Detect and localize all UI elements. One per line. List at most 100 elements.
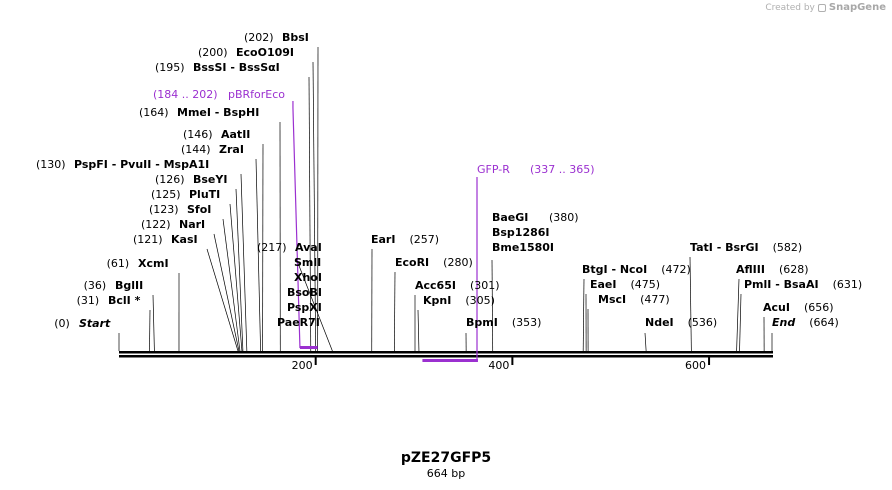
site-name: PmlI - BsaAI — [744, 278, 819, 291]
site-position: (353) — [512, 316, 542, 329]
site-name-stacked: SmlI — [294, 256, 321, 269]
site-leader-28 — [736, 278, 740, 352]
site-label[interactable]: AvaI (217) SmlI XhoI BsoBI PspXI PaeR7I — [257, 241, 322, 329]
site-position: (130) — [36, 158, 66, 171]
site-leader-18 — [394, 271, 396, 352]
site-position: (582) — [773, 241, 803, 254]
site-leader-lines — [118, 46, 773, 352]
site-label[interactable]: AcuI (656) — [763, 301, 834, 314]
feature-pbrforeco[interactable]: (184 .. 202) pBRforEco — [153, 88, 318, 349]
site-name: PspFI - PvuII - MspA1I — [74, 158, 209, 171]
site-leader-2 — [152, 294, 155, 352]
site-name: KasI — [171, 233, 198, 246]
feature-gfp-r[interactable]: GFP-R (337 .. 365) — [422, 163, 595, 362]
site-position: (0) — [54, 317, 70, 330]
site-label[interactable]: EarI (257) — [371, 233, 439, 246]
site-label[interactable]: MscI (477) — [598, 293, 670, 306]
site-name: BseYI — [193, 173, 227, 186]
site-name: TatI - BsrGI — [690, 241, 759, 254]
site-labels: Start(0)BclI *(31)BglII(36)XcmI(61)KasI(… — [36, 31, 862, 330]
feature-range: (184 .. 202) — [153, 88, 218, 101]
site-name: BtgI - NcoI — [582, 263, 647, 276]
site-name-stacked: PspXI — [287, 301, 322, 314]
site-label[interactable]: AatII (146) — [183, 128, 250, 141]
site-position: (122) — [141, 218, 171, 231]
site-leader-20 — [417, 309, 420, 352]
site-label[interactable]: BseYI (126) — [155, 173, 227, 186]
site-label[interactable]: End (664) — [772, 316, 839, 329]
site-name: EarI — [371, 233, 395, 246]
site-name: EcoO109I — [236, 46, 294, 59]
site-label[interactable]: PspFI - PvuII - MspA1I (130) — [36, 158, 209, 171]
site-name: AatII — [221, 128, 250, 141]
site-position: (664) — [809, 316, 839, 329]
site-label[interactable]: Start (0) — [54, 317, 111, 330]
site-name: XcmI — [138, 257, 169, 270]
site-name-stacked: Bme1580I — [492, 241, 554, 254]
site-label[interactable]: BaeGI (380) Bsp1286I Bme1580I — [492, 211, 579, 254]
scale-ticks: 200 400 600 — [292, 355, 711, 372]
site-leader-10 — [255, 158, 261, 352]
site-label[interactable]: KpnI (305) — [423, 294, 495, 307]
site-label[interactable]: BpmI (353) — [466, 316, 541, 329]
backbone-bottom-strand — [119, 355, 773, 358]
site-name: NarI — [179, 218, 205, 231]
site-name: PluTI — [189, 188, 220, 201]
site-name: BclI * — [108, 294, 141, 307]
site-label[interactable]: BclI * (31) — [77, 294, 141, 307]
feature-annotations: (184 .. 202) pBRforEco GFP-R (337 .. 365) — [153, 88, 595, 362]
site-label[interactable]: EcoRI (280) — [395, 256, 473, 269]
site-position: (31) — [77, 294, 100, 307]
site-name: BaeGI — [492, 211, 528, 224]
site-name-stacked: Bsp1286I — [492, 226, 550, 239]
site-leader-6 — [222, 218, 241, 352]
site-leader-13 — [308, 76, 312, 352]
site-position: (656) — [804, 301, 834, 314]
site-label[interactable]: EaeI (475) — [590, 278, 660, 291]
site-position: (144) — [181, 143, 211, 156]
site-label[interactable]: TatI - BsrGI (582) — [690, 241, 802, 254]
site-label[interactable]: NarI (122) — [141, 218, 205, 231]
site-position: (126) — [155, 173, 185, 186]
feature-bar — [422, 359, 478, 362]
feature-name: GFP-R — [477, 163, 510, 176]
site-position: (472) — [661, 263, 691, 276]
credit-prefix: Created by — [765, 2, 815, 13]
site-label[interactable]: SfoI (123) — [149, 203, 211, 216]
site-name: BpmI — [466, 316, 498, 329]
site-name: AvaI — [295, 241, 322, 254]
site-position: (380) — [549, 211, 579, 224]
site-label[interactable]: BglII (36) — [84, 279, 144, 292]
site-label[interactable]: NdeI (536) — [645, 316, 717, 329]
site-label[interactable]: BtgI - NcoI (472) — [582, 263, 691, 276]
site-label[interactable]: MmeI - BspHI (164) — [139, 106, 259, 119]
site-position: (631) — [833, 278, 863, 291]
sequence-backbone — [119, 351, 773, 358]
site-label[interactable]: BssSI - BssSαI (195) — [155, 61, 280, 74]
site-label[interactable]: ZraI (144) — [181, 143, 244, 156]
site-leader-22 — [491, 259, 494, 352]
site-name: EcoRI — [395, 256, 429, 269]
site-position: (164) — [139, 106, 169, 119]
site-position: (125) — [151, 188, 181, 201]
site-name: MscI — [598, 293, 626, 306]
site-position: (217) — [257, 241, 287, 254]
site-label[interactable]: BbsI (202) — [244, 31, 309, 44]
site-leader-29 — [739, 293, 742, 352]
site-label[interactable]: PmlI - BsaAI (631) — [744, 278, 862, 291]
site-name: BssSI - BssSαI — [193, 61, 280, 74]
site-position: (146) — [183, 128, 213, 141]
site-label[interactable]: Acc65I (301) — [415, 279, 500, 292]
credit-brand: SnapGene — [828, 2, 886, 13]
site-position: (36) — [84, 279, 107, 292]
snapgene-logo-icon — [817, 3, 826, 12]
site-label[interactable]: PluTI (125) — [151, 188, 220, 201]
site-label[interactable]: XcmI (61) — [107, 257, 169, 270]
site-label[interactable]: AflIII (628) — [736, 263, 809, 276]
feature-bar — [299, 346, 318, 349]
site-label[interactable]: EcoO109I (200) — [198, 46, 294, 59]
site-label[interactable]: KasI (121) — [133, 233, 198, 246]
site-name: SfoI — [187, 203, 211, 216]
site-name: End — [772, 316, 795, 329]
site-position: (477) — [640, 293, 670, 306]
